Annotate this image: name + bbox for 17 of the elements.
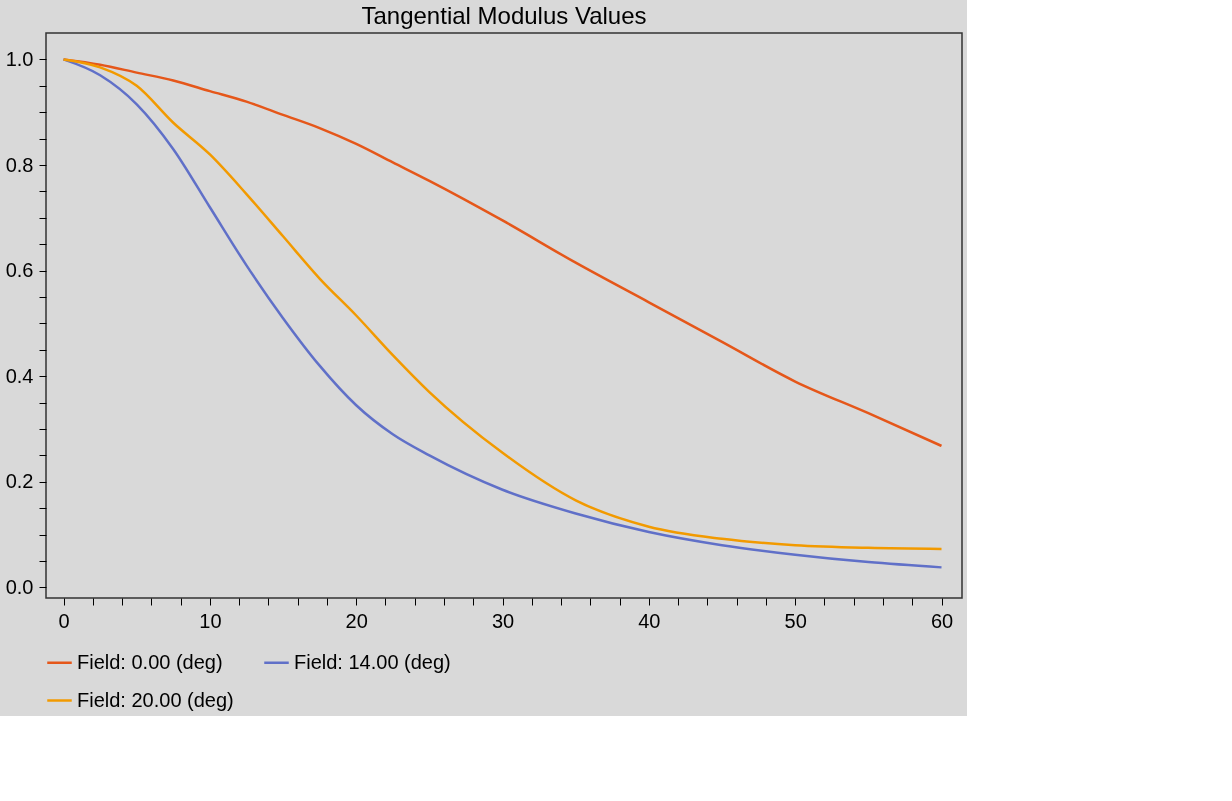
x-tick-label: 40 [638, 609, 661, 632]
y-tick-label: 0.4 [5, 364, 34, 387]
y-tick-label: 0.6 [5, 259, 34, 282]
x-tick-label: 60 [930, 609, 954, 632]
y-tick-label: 1.0 [5, 47, 34, 70]
legend-label: Field: 20.00 (deg) [77, 688, 234, 711]
legend-label: Field: 0.00 (deg) [77, 650, 223, 673]
y-tick-label: 0.0 [5, 575, 34, 598]
chart-title: Tangential Modulus Values [361, 2, 647, 29]
x-tick-label: 20 [345, 609, 368, 632]
x-tick-label: 0 [58, 609, 70, 632]
y-tick-label: 0.2 [5, 470, 34, 493]
x-tick-label: 10 [199, 609, 222, 632]
y-tick-label: 0.8 [5, 153, 34, 176]
x-tick-label: 50 [784, 609, 807, 632]
x-tick-label: 30 [491, 609, 515, 632]
legend-label: Field: 14.00 (deg) [294, 650, 451, 673]
